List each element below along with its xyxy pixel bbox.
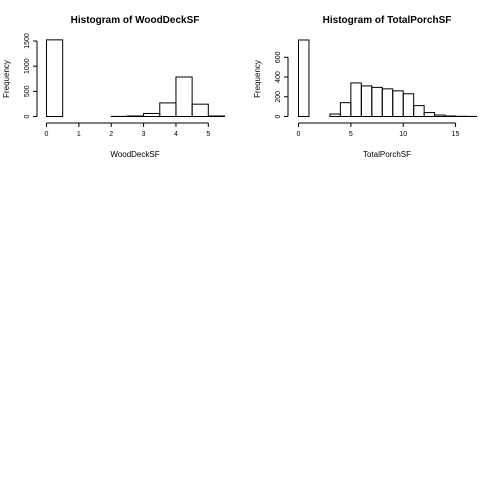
histogram-bar — [329, 113, 341, 117]
x-tick-label: 10 — [399, 131, 407, 138]
bars-totalporchsf — [298, 39, 478, 118]
x-tick-label: 1 — [77, 131, 81, 138]
y-axis-totalporchsf: 0 200 400 600 — [275, 51, 289, 118]
x-axis-wooddecksf: 0 1 2 3 4 5 — [45, 122, 210, 138]
x-axis-label-totalporchsf: TotalPorchSF — [363, 150, 411, 159]
y-axis-wooddecksf: 0 500 1000 1500 — [24, 33, 38, 118]
histogram-bar — [350, 82, 362, 117]
chart-title-totalporchsf: Histogram of TotalPorchSF — [323, 15, 452, 26]
x-tick-label: 0 — [45, 131, 49, 138]
y-tick-label: 600 — [275, 51, 282, 63]
histogram-wooddecksf: Histogram of WoodDeckSF WoodDeckSF Frequ… — [2, 15, 225, 159]
histogram-bar — [423, 112, 436, 118]
y-tick-label: 0 — [275, 114, 282, 118]
y-tick-label: 400 — [275, 71, 282, 83]
y-tick-label: 500 — [24, 85, 31, 97]
histogram-bar — [392, 90, 404, 118]
x-tick-label: 2 — [109, 131, 113, 138]
bars-wooddecksf — [46, 39, 225, 117]
histogram-bar — [360, 85, 373, 118]
histogram-bar — [46, 39, 64, 117]
histogram-bar — [126, 115, 145, 117]
histogram-bar — [434, 114, 446, 118]
histogram-bar — [159, 102, 177, 117]
histogram-bar — [143, 112, 161, 117]
histogram-totalporchsf: Histogram of TotalPorchSF TotalPorchSF F… — [253, 15, 478, 159]
x-tick-label: 15 — [452, 131, 460, 138]
histogram-bar — [298, 39, 310, 117]
histogram-bar — [371, 86, 383, 117]
x-tick-label: 0 — [297, 131, 301, 138]
y-tick-label: 1500 — [24, 33, 31, 49]
histogram-bar — [175, 76, 193, 117]
x-tick-label: 3 — [142, 131, 146, 138]
y-axis-label-wooddecksf: Frequency — [2, 60, 11, 98]
histogram-bar — [413, 105, 425, 118]
histogram-bar — [381, 88, 394, 117]
chart-title-wooddecksf: Histogram of WoodDeckSF — [71, 15, 200, 26]
y-tick-label: 200 — [275, 91, 282, 103]
histogram-bar — [191, 103, 209, 117]
histogram-bar — [207, 115, 225, 117]
x-axis-label-wooddecksf: WoodDeckSF — [110, 150, 159, 159]
x-tick-label: 5 — [349, 131, 353, 138]
x-axis-totalporchsf: 0 5 10 15 — [297, 122, 460, 138]
y-tick-label: 1000 — [24, 58, 31, 74]
x-tick-label: 4 — [174, 131, 178, 138]
y-tick-label: 0 — [24, 114, 31, 118]
x-tick-label: 5 — [206, 131, 210, 138]
histogram-bar — [339, 102, 352, 118]
y-axis-label-totalporchsf: Frequency — [253, 60, 262, 98]
histogram-bar — [402, 93, 415, 117]
